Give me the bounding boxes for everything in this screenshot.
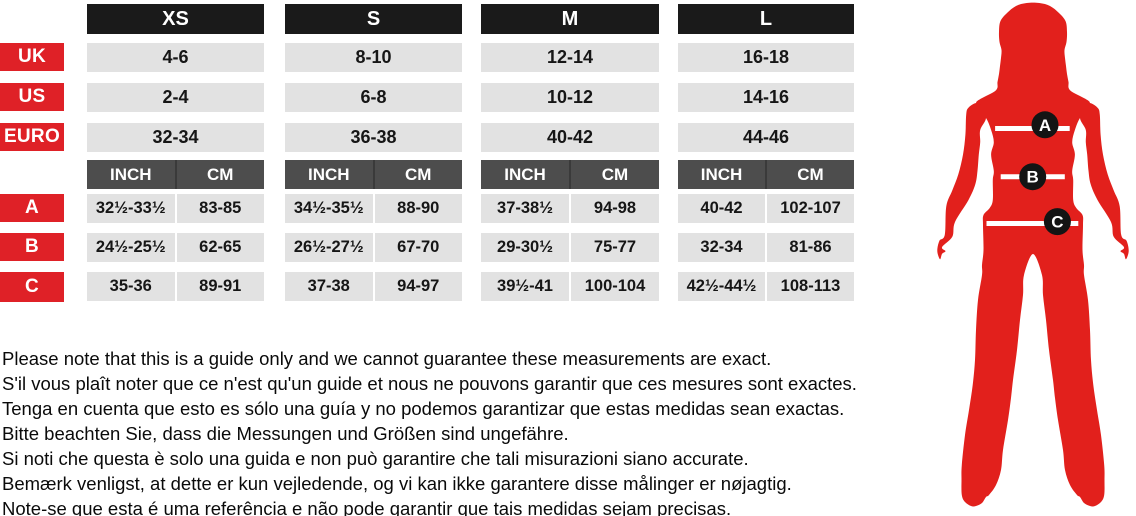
svg-text:C: C xyxy=(1051,212,1063,231)
svg-text:A: A xyxy=(1039,116,1051,135)
svg-text:B: B xyxy=(1027,168,1039,187)
